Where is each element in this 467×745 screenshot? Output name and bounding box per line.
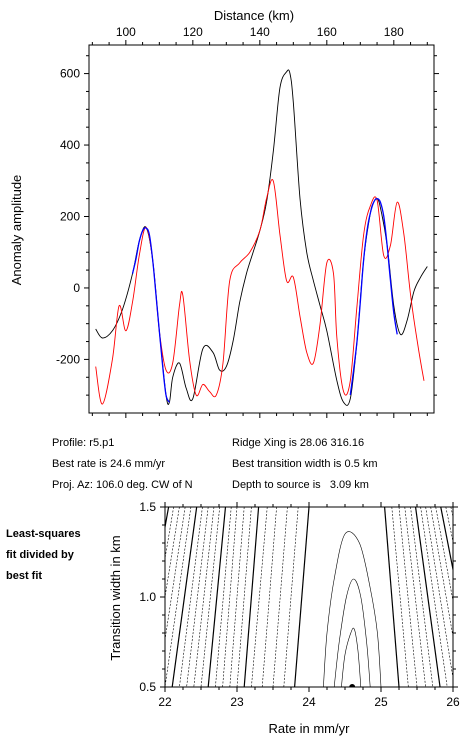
profile-ylabel: Anomaly amplitude [9,175,24,286]
transition-width-info: Best transition width is 0.5 km [232,458,378,470]
contour-line-inner [323,531,382,687]
contour-line-left [222,507,238,687]
y-tick-label: 0.5 [139,680,156,694]
contour-line-right [404,507,426,687]
fit-window-line-right [349,197,398,396]
contour-line-left [165,507,192,687]
contour-line-left [215,507,232,687]
projection-azimuth-info: Proj. Az: 106.0 deg. CW of N [52,479,193,491]
y-tick-label: 200 [60,209,80,223]
ridge-crossing-info: Ridge Xing is 28.06 316.16 [232,437,365,449]
contour-lines [165,507,453,687]
contour-line-right [425,507,453,680]
contour-line-left [236,507,252,687]
anomaly-profile-chart: 100 120 140 160 180 -200 0 200 400 600 Distance (… [9,8,439,418]
profile-plot-frame [88,44,435,414]
profile-lines [95,69,428,406]
x-tick-label: 100 [116,25,136,39]
contour-plot-frame [164,506,454,688]
contour-line-right [391,507,409,687]
x-tick-label: 140 [250,25,270,39]
contour-line-left [229,507,245,687]
x-tick-label: 22 [158,695,172,709]
y-tick-label: -200 [56,352,80,366]
best-fit-marker [349,684,356,687]
profile-xlabel: Distance (km) [214,8,294,23]
contour-line-left [186,507,209,687]
contour-line-left [165,507,186,642]
contour-line-left [179,507,203,687]
contour-line-right [410,507,434,687]
contour-line-left [207,507,227,687]
contour-line-right [384,507,400,687]
contour-side-note: Least-squares fit divided by best fit [6,528,81,582]
fit-window-line-left [131,227,170,403]
model-anomaly-line [95,179,425,405]
contour-ylabel: Transition width in km [108,535,123,660]
y-tick-label: 1.5 [139,500,156,514]
y-tick-label: 400 [60,138,80,152]
contour-line-inner [333,578,371,687]
contour-line-inner [341,627,362,687]
contour-xlabel: Rate in mm/yr [269,721,351,736]
contour-line-left [261,507,277,687]
x-tick-label: 23 [230,695,244,709]
contour-line-right [430,507,453,639]
contour-line-right [435,507,453,603]
contour-line-left [243,507,260,687]
x-tick-label: 26 [446,695,460,709]
contour-line-left [171,507,198,687]
contour-line-left [283,507,299,687]
contour-line-right [420,507,448,687]
x-tick-label: 25 [374,695,388,709]
contour-line-right [440,507,453,573]
misfit-contour-chart: 22 23 24 25 26 0.5 1.0 1.5 Rate in mm/yr Transi… [108,500,460,736]
profile-ticks: 100 120 140 160 180 -200 0 200 400 600 [56,25,439,418]
y-tick-label: 1.0 [139,590,156,604]
best-rate-info: Best rate is 24.6 mm/yr [52,458,166,470]
contour-line-left [200,507,221,687]
depth-to-source-info: Depth to source is 3.09 km [232,479,369,491]
contour-line-left [251,507,268,687]
contour-line-left [294,507,310,687]
contour-line-left [193,507,215,687]
contour-line-right [398,507,418,687]
contour-line-right [414,507,441,687]
observed-anomaly-line [95,69,428,406]
x-tick-label: 120 [183,25,203,39]
x-tick-label: 180 [384,25,404,39]
y-tick-label: 0 [73,281,80,295]
y-tick-label: 600 [60,67,80,81]
profile-info: Profile: r5.p1 [52,437,115,449]
contour-line-left [272,507,288,687]
x-tick-label: 24 [302,695,316,709]
contour-ticks: 22 23 24 25 26 0.5 1.0 1.5 [139,500,460,709]
x-tick-label: 160 [317,25,337,39]
